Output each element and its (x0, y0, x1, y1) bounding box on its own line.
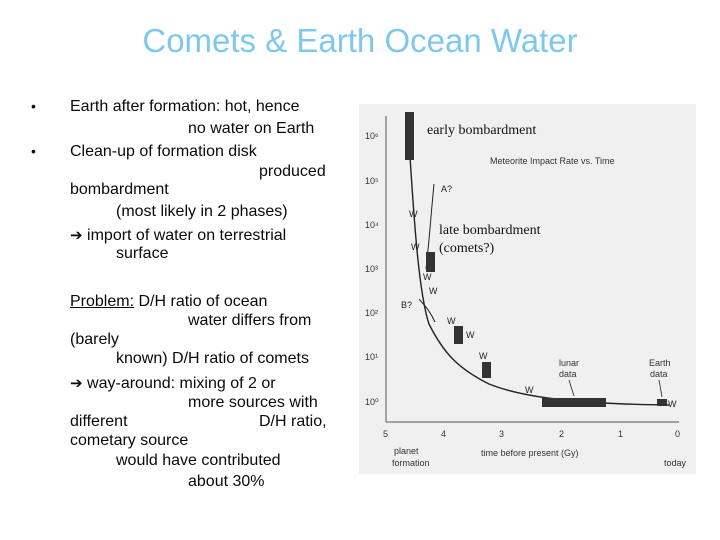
x-tick-label: 5 (383, 429, 388, 439)
bullet-line: no water on Earth (188, 120, 315, 137)
early-bombardment-label: early bombardment (427, 123, 537, 138)
late-bombardment-label: late bombardment (439, 223, 541, 238)
problem-text: more sources with (188, 394, 318, 411)
problem-text: (barely (70, 331, 119, 348)
marker-w: W (409, 209, 418, 219)
lunar-data-bar (542, 398, 606, 407)
chart-title: Meteorite Impact Rate vs. Time (490, 156, 615, 166)
problem-text: D/H ratio, (259, 413, 327, 430)
data-bar (482, 362, 491, 378)
y-tick-label: 10⁰ (365, 397, 379, 407)
problem-text: water differs from (188, 312, 312, 329)
y-tick-label: 10⁴ (365, 220, 379, 230)
planet-formation-label: planet (394, 446, 419, 456)
problem-label: Problem: (70, 293, 135, 310)
early-bombardment-bar (405, 112, 414, 160)
impact-rate-figure: 10⁶ 10⁵ 10⁴ 10³ 10² 10¹ 10⁰ 5 4 3 2 1 0 … (359, 104, 696, 474)
x-tick-label: 2 (559, 429, 564, 439)
marker-w: W (479, 351, 488, 361)
hypothesis-b-curve (418, 298, 436, 323)
bullet-line: bombardment (70, 181, 169, 198)
earth-data-bar (657, 399, 667, 406)
bullet-line: produced (259, 163, 326, 180)
x-tick-label: 3 (499, 429, 504, 439)
earth-data-label: data (650, 369, 668, 379)
late-bombardment-bar (426, 252, 435, 272)
marker-a: A? (441, 184, 452, 194)
problem-text: would have contributed (116, 452, 281, 469)
bullet-line: surface (116, 245, 169, 262)
lunar-data-label: lunar (559, 358, 579, 368)
y-tick-label: 10⁶ (365, 131, 379, 141)
data-bar (454, 326, 463, 344)
y-tick-label: 10¹ (365, 352, 378, 362)
x-tick-label: 1 (618, 429, 623, 439)
today-label: today (664, 458, 687, 468)
bullet-line: Clean-up of formation disk (70, 143, 257, 160)
lunar-pointer (568, 379, 575, 397)
marker-w: W (466, 330, 475, 340)
marker-w: W (423, 272, 432, 282)
right-arrow-icon: ➔ (70, 375, 83, 392)
marker-b: B? (401, 300, 412, 310)
bullet-line: import of water on terrestrial (87, 227, 287, 244)
marker-w: W (668, 399, 677, 409)
y-tick-label: 10³ (365, 264, 378, 274)
impact-rate-plot: 10⁶ 10⁵ 10⁴ 10³ 10² 10¹ 10⁰ 5 4 3 2 1 0 … (365, 112, 687, 468)
comets-label: (comets?) (439, 241, 495, 256)
x-tick-label: 0 (675, 429, 680, 439)
bullet-line: Earth after formation: hot, hence (70, 98, 300, 115)
problem-text: about 30% (188, 473, 265, 490)
marker-w: W (411, 242, 420, 252)
arrow-line: ➔ import of water on terrestrial (70, 226, 286, 245)
x-tick-label: 4 (441, 429, 446, 439)
bullet-list: • Earth after formation: hot, hence no w… (31, 98, 327, 490)
marker-w: W (525, 385, 534, 395)
right-arrow-icon: ➔ (70, 227, 83, 244)
earth-pointer (658, 379, 663, 398)
lunar-data-label: data (559, 369, 577, 379)
x-axis-label: time before present (Gy) (481, 448, 579, 458)
problem-text: way-around: mixing of 2 or (87, 375, 276, 392)
marker-w: W (429, 286, 438, 296)
problem-line: Problem: D/H ratio of ocean (70, 293, 267, 311)
bullet-line: (most likely in 2 phases) (116, 203, 288, 220)
problem-text: D/H ratio of ocean (138, 293, 268, 310)
marker-w: W (447, 316, 456, 326)
problem-text: cometary source (70, 432, 189, 449)
earth-data-label: Earth (649, 358, 671, 368)
bullet-dot: • (31, 98, 36, 114)
bullet-dot: • (31, 143, 36, 159)
slide-title: Comets & Earth Ocean Water (142, 22, 578, 59)
arrow-line: ➔ way-around: mixing of 2 or (70, 374, 276, 393)
y-tick-label: 10² (365, 308, 378, 318)
impact-rate-curve (407, 123, 670, 406)
problem-text: different (70, 413, 128, 430)
problem-text: known) D/H ratio of comets (116, 350, 309, 367)
y-tick-label: 10⁵ (365, 176, 379, 186)
planet-formation-label: formation (392, 458, 430, 468)
